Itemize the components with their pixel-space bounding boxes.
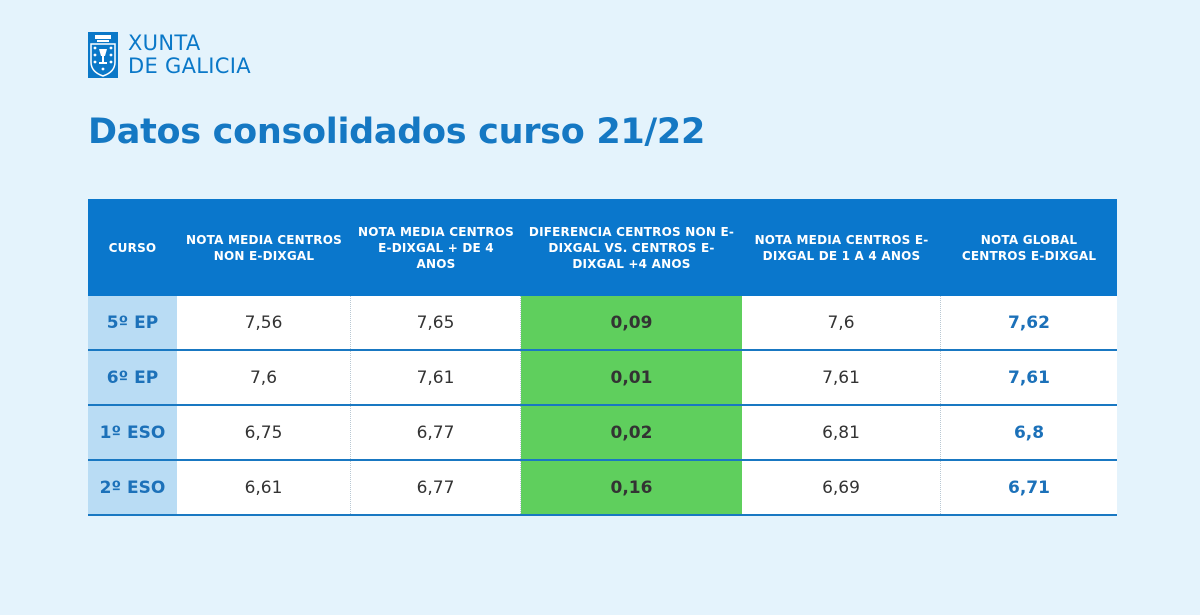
table-cell: 6,81: [742, 406, 941, 459]
table-cell: 6,77: [351, 461, 521, 514]
logo-wordmark: XUNTA DE GALICIA: [128, 32, 251, 78]
results-table: CURSO NOTA MEDIA CENTROS NON E-DIXGAL NO…: [88, 199, 1117, 516]
table-cell: 6,61: [177, 461, 351, 514]
table-cell: 6,77: [351, 406, 521, 459]
header-edixgal-4-years: NOTA MEDIA CENTROS E-DIXGAL + DE 4 ANOS: [358, 224, 514, 271]
xunta-logo: XUNTA DE GALICIA: [88, 32, 251, 78]
table-cell: 7,61: [742, 351, 941, 404]
course-cell: 2º ESO: [88, 461, 177, 514]
table-cell: 6,69: [742, 461, 941, 514]
logo-line-2: DE GALICIA: [128, 54, 251, 78]
course-cell: 5º EP: [88, 296, 177, 349]
course-cell: 1º ESO: [88, 406, 177, 459]
table-row: 2º ESO 6,61 6,77 0,16 6,69 6,71: [88, 461, 1117, 516]
page-title: Datos consolidados curso 21/22: [88, 112, 706, 152]
header-global: NOTA GLOBAL CENTROS E-DIXGAL: [961, 232, 1097, 263]
global-cell: 7,62: [941, 296, 1117, 349]
header-difference: DIFERENCIA CENTROS NON E-DIXGAL VS. CENT…: [528, 224, 735, 271]
table-cell: 7,61: [351, 351, 521, 404]
table-cell: 7,65: [351, 296, 521, 349]
table-cell: 7,56: [177, 296, 351, 349]
difference-cell: 0,09: [521, 296, 742, 349]
table-row: 5º EP 7,56 7,65 0,09 7,6 7,62: [88, 296, 1117, 351]
logo-line-1: XUNTA: [128, 31, 201, 55]
header-curso: CURSO: [108, 240, 157, 255]
course-cell: 6º EP: [88, 351, 177, 404]
header-edixgal-1-4-years: NOTA MEDIA CENTROS E-DIXGAL DE 1 A 4 ANO…: [754, 232, 929, 263]
global-cell: 7,61: [941, 351, 1117, 404]
table-cell: 6,75: [177, 406, 351, 459]
table-row: 6º EP 7,6 7,61 0,01 7,61 7,61: [88, 351, 1117, 406]
table-cell: 7,6: [177, 351, 351, 404]
header-non-edixgal: NOTA MEDIA CENTROS NON E-DIXGAL: [186, 232, 342, 263]
difference-cell: 0,01: [521, 351, 742, 404]
global-cell: 6,71: [941, 461, 1117, 514]
difference-cell: 0,16: [521, 461, 742, 514]
table-row: 1º ESO 6,75 6,77 0,02 6,81 6,8: [88, 406, 1117, 461]
table-header: CURSO NOTA MEDIA CENTROS NON E-DIXGAL NO…: [88, 199, 1117, 296]
global-cell: 6,8: [941, 406, 1117, 459]
table-cell: 7,6: [742, 296, 941, 349]
difference-cell: 0,02: [521, 406, 742, 459]
galicia-shield-icon: [88, 32, 118, 78]
